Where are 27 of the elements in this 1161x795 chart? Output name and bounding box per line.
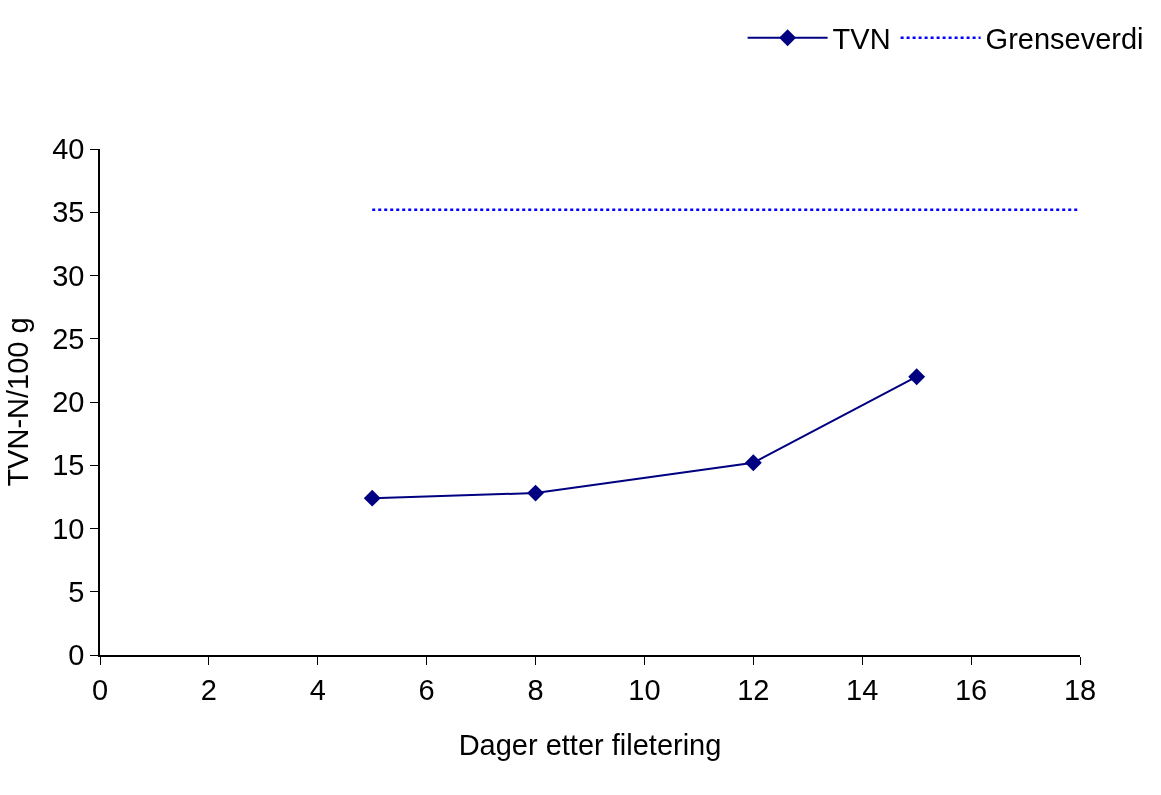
y-tick-label: 40 (52, 133, 85, 166)
x-tick-label: 2 (200, 673, 217, 706)
legend-label: TVN (832, 23, 891, 56)
y-tick-label: 10 (52, 512, 85, 545)
x-tick-label: 14 (846, 673, 879, 706)
x-tick-label: 0 (91, 673, 109, 706)
x-tick-label: 18 (1063, 673, 1097, 706)
x-axis-title: Dager etter filetering (458, 728, 722, 761)
y-tick-label: 5 (68, 575, 85, 608)
x-tick-label: 8 (527, 673, 544, 706)
y-tick-label: 30 (52, 259, 85, 292)
x-tick-label: 4 (309, 673, 326, 706)
y-axis-title: TVN-N/100 g (2, 317, 35, 487)
y-tick-label: 15 (52, 449, 85, 482)
y-tick-label: 20 (52, 386, 85, 419)
legend-label: Grenseverdi (985, 23, 1144, 56)
point (363, 489, 381, 507)
x-tick-label: 10 (628, 673, 661, 706)
point (744, 454, 762, 472)
point (527, 484, 545, 502)
y-tick-label: 35 (52, 196, 85, 229)
x-tick-label: 6 (418, 673, 435, 706)
x-tick-label: 16 (954, 673, 988, 706)
y-tick-label: 25 (52, 322, 85, 355)
y-tick-label: 0 (68, 639, 85, 672)
point (908, 368, 926, 386)
x-tick-label: 12 (737, 673, 770, 706)
